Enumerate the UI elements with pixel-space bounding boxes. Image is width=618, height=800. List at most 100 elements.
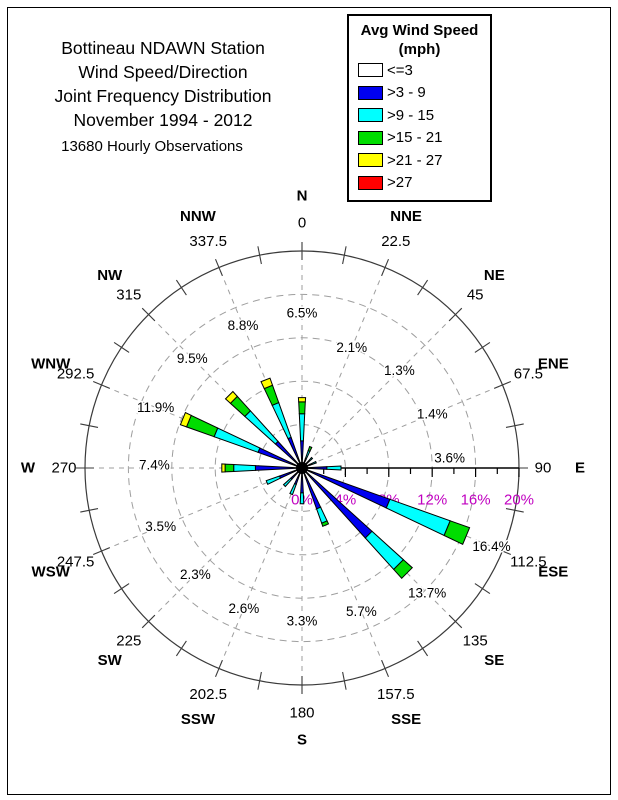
outer-rim-tick xyxy=(474,583,491,595)
direction-name-label-S: S xyxy=(297,732,307,749)
outer-rim-tick xyxy=(257,671,262,690)
petal-segment-SSW xyxy=(289,483,297,496)
legend-item-label: >15 - 21 xyxy=(387,129,443,147)
spoke-SW xyxy=(148,473,297,622)
direction-degrees-label-WSW: 247.5 xyxy=(57,553,95,570)
direction-frequency-label-SSW: 2.6% xyxy=(229,601,260,616)
direction-degrees-label-NW: 315 xyxy=(116,286,141,303)
direction-frequency-label-NE: 1.3% xyxy=(384,363,415,378)
legend-item-0: <=3 xyxy=(349,59,490,82)
radial-tick-label-20pct: 20% xyxy=(504,492,534,509)
direction-degrees-label-S: 180 xyxy=(289,705,314,722)
outer-rim-tick xyxy=(141,307,156,322)
legend-swatch xyxy=(358,85,383,100)
petal-segment-NNW xyxy=(260,377,274,390)
spoke-NE xyxy=(307,314,456,463)
petal-segment-WNW xyxy=(179,411,192,428)
petal-segment-NE xyxy=(306,456,314,464)
legend-title-line-2: (mph) xyxy=(398,41,441,58)
petal-segment-WNW xyxy=(213,427,261,453)
outer-rim-tick xyxy=(257,246,262,265)
petal-WNW xyxy=(179,411,303,469)
petal-segment-NW xyxy=(244,410,279,445)
radial-tick-label-16pct: 16% xyxy=(461,492,491,509)
petal-segment-WSW xyxy=(265,475,282,485)
direction-degrees-label-SSE: 157.5 xyxy=(377,686,415,703)
center-hub-dot xyxy=(296,462,308,474)
direction-degrees-label-NNE: 22.5 xyxy=(381,233,410,250)
petal-segment-E xyxy=(326,465,342,471)
outer-rim-tick xyxy=(214,258,223,277)
petal-segment-ENE xyxy=(309,460,317,466)
legend-item-2: >9 - 15 xyxy=(349,104,490,127)
direction-name-label-NW: NW xyxy=(97,267,123,284)
petal-segment-SE xyxy=(364,530,405,571)
petal-segment-N xyxy=(298,401,306,415)
direction-name-label-N: N xyxy=(297,188,308,205)
outer-rim-tick xyxy=(342,246,347,265)
petal-SSE xyxy=(301,467,330,527)
observation-count-subtitle: 13680 Hourly Observations xyxy=(61,138,243,155)
direction-name-label-W: W xyxy=(21,460,36,477)
page-border-frame xyxy=(7,7,611,795)
legend-item-3: >15 - 21 xyxy=(349,127,490,150)
direction-frequency-label-SW: 2.3% xyxy=(180,567,211,582)
petal-segment-NNE xyxy=(304,449,311,460)
direction-frequency-label-S: 3.3% xyxy=(287,614,318,629)
direction-degrees-label-NNW: 337.5 xyxy=(189,233,227,250)
direction-frequency-label-SSE: 5.7% xyxy=(346,604,377,619)
direction-degrees-label-SSW: 202.5 xyxy=(189,686,227,703)
legend-box: Avg Wind Speed (mph) <=3 >3 - 9 >9 - 15 >15… xyxy=(347,14,492,202)
direction-name-label-SE: SE xyxy=(484,652,504,669)
direction-degrees-label-WNW: 292.5 xyxy=(57,366,95,383)
petal-segment-S xyxy=(299,492,305,505)
petal-NW xyxy=(224,390,303,469)
legend-swatch xyxy=(358,130,383,145)
petal-segment-SSE xyxy=(321,520,330,527)
spoke-NNE xyxy=(304,267,386,461)
direction-frequency-label-SE: 13.7% xyxy=(408,586,446,601)
title-line-2: Wind Speed/Direction xyxy=(78,62,248,82)
outer-rim-tick xyxy=(141,614,156,629)
legend-item-4: >21 - 27 xyxy=(349,149,490,172)
direction-degrees-label-NE: 45 xyxy=(467,286,484,303)
direction-degrees-label-E: 90 xyxy=(535,460,552,477)
outer-rim-tick xyxy=(448,307,463,322)
direction-frequency-label-ENE: 1.4% xyxy=(417,407,448,422)
direction-degrees-label-N: 0 xyxy=(298,215,306,232)
petal-segment-NNE xyxy=(307,445,313,452)
petal-segment-NW xyxy=(224,390,238,404)
title-line-3: Joint Frequency Distribution xyxy=(54,86,272,106)
outer-rim-tick xyxy=(417,640,429,657)
outer-rim-tick xyxy=(92,547,111,556)
legend-item-label: >27 xyxy=(387,174,413,192)
direction-frequency-label-E: 3.6% xyxy=(434,451,465,466)
petal-segment-W xyxy=(233,463,256,473)
petal-segment-SSE xyxy=(315,506,328,524)
petal-segment-W xyxy=(221,463,226,473)
outer-rim-tick xyxy=(505,508,524,513)
direction-name-label-E: E xyxy=(575,460,585,477)
outer-rim-tick xyxy=(381,258,390,277)
petal-NNW xyxy=(260,377,303,469)
petal-S xyxy=(299,467,305,505)
petal-segment-NNW xyxy=(271,401,292,440)
outer-rim-tick xyxy=(80,423,99,428)
outer-rim-tick xyxy=(417,279,429,296)
outer-rim-tick xyxy=(381,659,390,678)
outer-rim-tick xyxy=(175,640,187,657)
petal-segment-W xyxy=(254,465,303,471)
legend-title-line-1: Avg Wind Speed xyxy=(360,22,479,39)
legend-item-label: >9 - 15 xyxy=(387,106,435,124)
spoke-SSW xyxy=(218,475,300,669)
direction-frequency-label-NW: 9.5% xyxy=(177,351,208,366)
outer-rim-tick xyxy=(493,547,512,556)
petal-segment-SE xyxy=(393,559,414,580)
legend-item-1: >3 - 9 xyxy=(349,82,490,105)
outer-rim-tick xyxy=(214,659,223,678)
outer-rim-tick xyxy=(342,671,347,690)
outer-rim-tick xyxy=(505,423,524,428)
petal-segment-WNW xyxy=(185,414,219,438)
spoke-WSW xyxy=(101,470,295,552)
